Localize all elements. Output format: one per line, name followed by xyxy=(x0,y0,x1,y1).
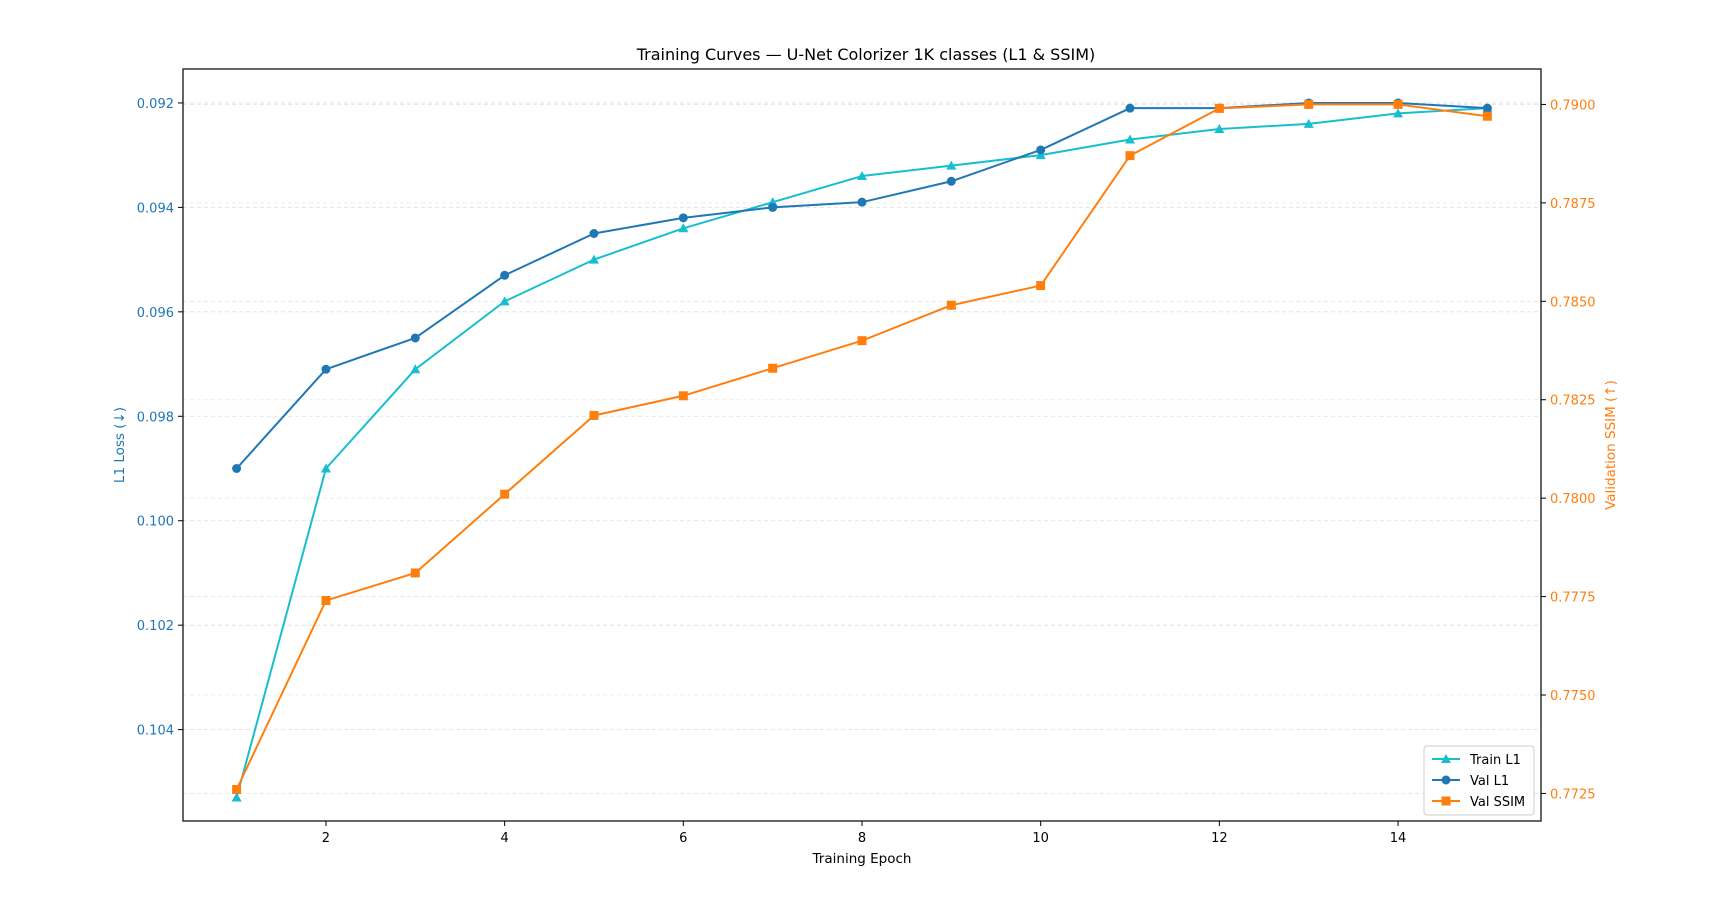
data-point xyxy=(500,489,510,499)
legend-label: Val L1 xyxy=(1470,774,1509,789)
right-y-tick-label: 0.7800 xyxy=(1550,492,1596,507)
data-point xyxy=(1214,124,1225,134)
data-point xyxy=(232,464,242,473)
data-point xyxy=(321,596,331,606)
grid-lines xyxy=(183,102,1541,794)
data-point xyxy=(857,197,867,207)
left-y-tick-label: 0.098 xyxy=(137,410,174,425)
data-point xyxy=(1125,103,1135,113)
x-tick-label: 14 xyxy=(1390,831,1407,846)
data-point xyxy=(232,785,242,795)
data-point xyxy=(768,363,778,373)
left-y-tick-label: 0.096 xyxy=(137,306,174,321)
legend: Train L1 Val L1 Val SSIM xyxy=(1423,745,1535,816)
x-tick-label: 10 xyxy=(1032,831,1049,846)
data-point xyxy=(410,568,420,578)
legend-item: Val SSIM xyxy=(1432,795,1525,810)
x-axis-label: Training Epoch xyxy=(812,851,912,867)
data-point xyxy=(1036,145,1046,155)
data-point xyxy=(1125,134,1136,144)
chart-title: Training Curves — U-Net Colorizer 1K cla… xyxy=(636,45,1096,64)
data-point xyxy=(678,391,688,401)
series-layer xyxy=(231,98,1493,802)
left-y-tick-label: 0.094 xyxy=(137,201,174,216)
right-y-tick-label: 0.7725 xyxy=(1550,787,1596,802)
data-point xyxy=(589,229,599,238)
x-tick-label: 2 xyxy=(322,831,330,846)
right-y-tick-label: 0.7825 xyxy=(1550,394,1596,409)
left-y-tick-label: 0.104 xyxy=(137,724,174,739)
data-point xyxy=(946,160,957,170)
data-point xyxy=(499,296,510,306)
legend-marker xyxy=(1441,775,1451,785)
data-point xyxy=(410,364,421,374)
data-point xyxy=(1214,103,1224,113)
right-y-tick-label: 0.7775 xyxy=(1550,591,1596,606)
data-point xyxy=(410,333,420,343)
data-point xyxy=(946,176,956,186)
legend-marker xyxy=(1441,796,1451,806)
data-point xyxy=(231,792,242,802)
data-point xyxy=(1482,111,1492,121)
left-y-tick-label: 0.102 xyxy=(137,619,174,634)
x-tick-label: 8 xyxy=(858,831,866,846)
series-val-ssim xyxy=(232,99,1492,795)
legend-item: Train L1 xyxy=(1432,753,1521,768)
legend-label: Val SSIM xyxy=(1470,795,1525,810)
right-y-tick-label: 0.7850 xyxy=(1550,295,1596,310)
data-point xyxy=(857,336,867,346)
x-axis: 2 4 6 8 10 12 14 xyxy=(322,821,1407,846)
data-point xyxy=(1393,108,1404,118)
data-point xyxy=(500,270,510,280)
data-point xyxy=(320,463,331,473)
data-point xyxy=(1393,99,1403,109)
data-point xyxy=(1304,99,1314,109)
x-tick-label: 6 xyxy=(679,831,687,846)
data-point xyxy=(588,254,599,264)
data-point xyxy=(1125,151,1135,161)
data-point xyxy=(946,300,956,310)
left-y-axis-label: L1 Loss (↓) xyxy=(112,407,128,483)
data-point xyxy=(589,410,599,420)
left-y-tick-label: 0.100 xyxy=(137,515,174,530)
right-y-tick-label: 0.7750 xyxy=(1550,689,1596,704)
legend-box xyxy=(1423,745,1535,816)
data-point xyxy=(768,202,778,212)
legend-label: Train L1 xyxy=(1469,753,1521,768)
data-point xyxy=(1036,281,1046,291)
data-point xyxy=(857,171,867,181)
x-tick-label: 12 xyxy=(1211,831,1228,846)
data-point xyxy=(1482,103,1492,113)
legend-marker xyxy=(1441,754,1451,763)
x-tick-label: 4 xyxy=(500,831,508,846)
right-y-axis-label: Validation SSIM (↑) xyxy=(1603,380,1619,510)
data-point xyxy=(1303,118,1314,128)
data-point xyxy=(678,213,688,223)
legend-entries: Train L1 Val L1 Val SSIM xyxy=(1432,753,1525,810)
legend-item: Val L1 xyxy=(1432,774,1509,789)
data-point xyxy=(678,223,689,233)
right-y-tick-label: 0.7875 xyxy=(1550,197,1596,212)
right-y-axis: 0.7725 0.7750 0.7775 0.7800 0.7825 0.7850 0.78… xyxy=(1541,98,1596,802)
data-point xyxy=(321,364,331,374)
left-y-tick-label: 0.092 xyxy=(137,97,174,112)
right-y-tick-label: 0.7900 xyxy=(1550,98,1596,113)
data-point xyxy=(1035,150,1046,160)
left-y-axis: 0.092 0.094 0.096 0.098 0.100 0.102 0.104 xyxy=(137,97,183,739)
